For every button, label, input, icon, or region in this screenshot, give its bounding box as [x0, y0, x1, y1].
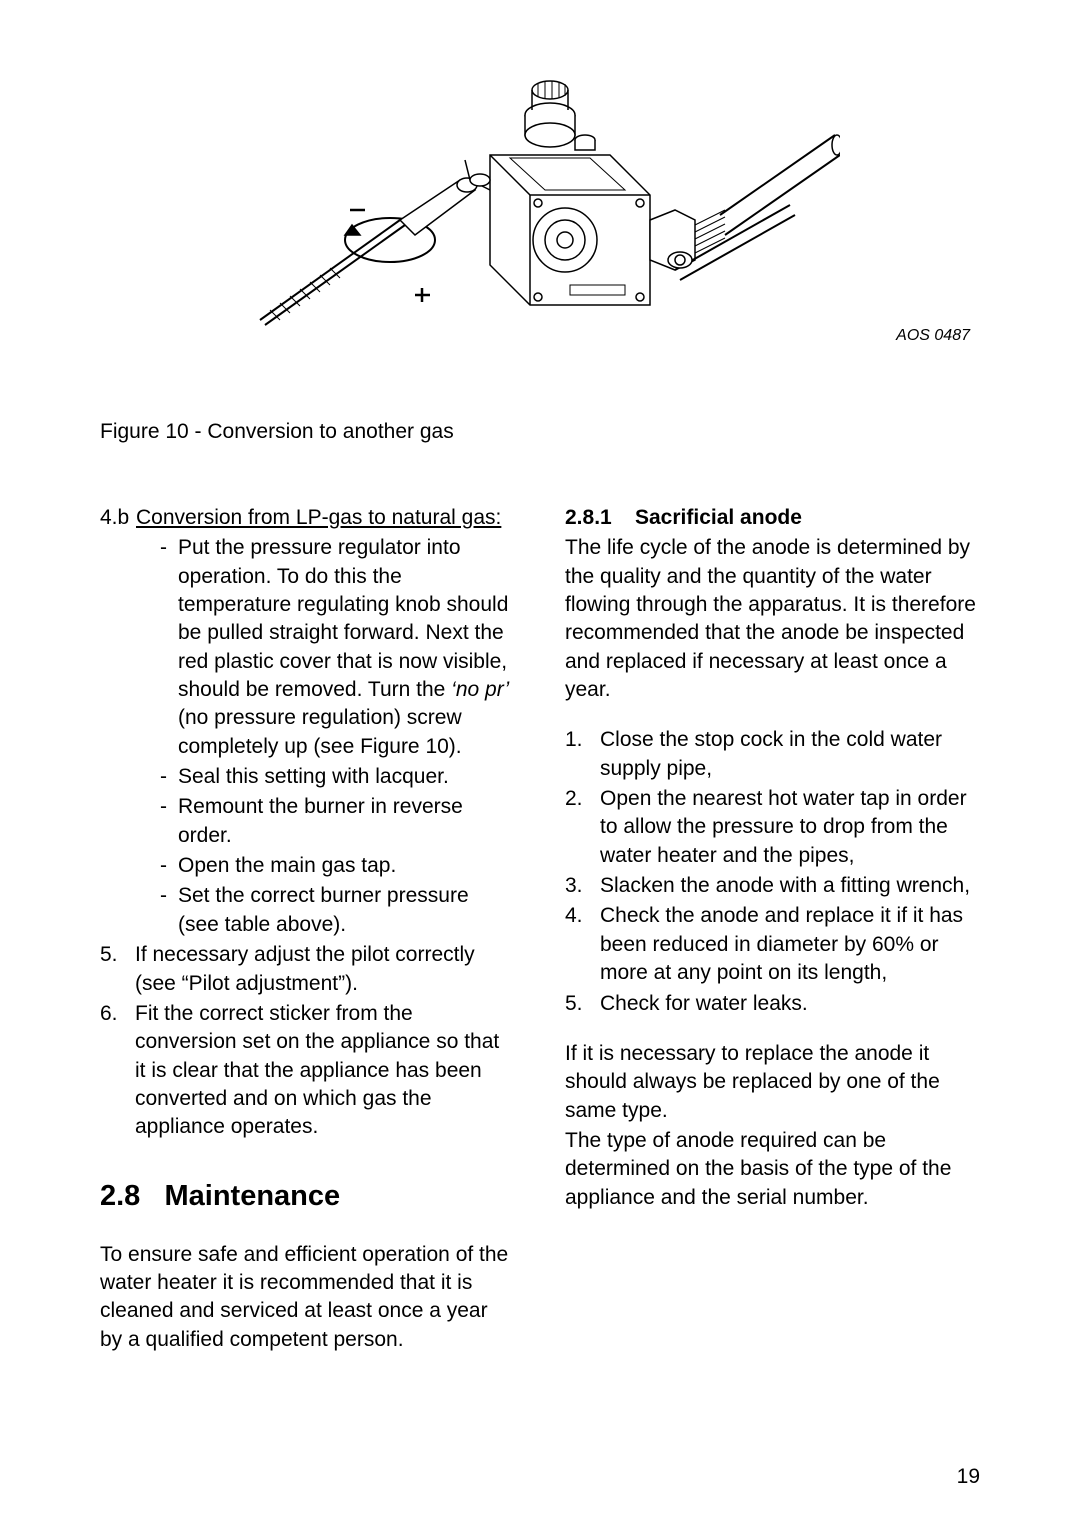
num-text: If necessary adjust the pilot correctly …	[135, 941, 515, 998]
figure-label: AOS 0487	[896, 327, 970, 345]
item-4b-title: Conversion from LP-gas to natural gas:	[136, 506, 501, 529]
subsection-num: 2.8.1	[565, 504, 635, 532]
item-4b: 4.b Conversion from LP-gas to natural ga…	[100, 504, 515, 532]
items-56: 5. If necessary adjust the pilot correct…	[100, 941, 515, 1141]
subsection-heading: 2.8.1Sacrificial anode	[565, 504, 980, 532]
step-3: 3. Slacken the anode with a fitting wren…	[565, 872, 980, 900]
conversion-diagram	[220, 60, 840, 360]
bullet-item: - Open the main gas tap.	[160, 852, 515, 880]
right-column: 2.8.1Sacrificial anode The life cycle of…	[565, 504, 980, 1356]
subsection-outro1: If it is necessary to replace the anode …	[565, 1040, 980, 1125]
bullet-text: Put the pressure regulator into operatio…	[178, 534, 515, 761]
step-num: 5.	[565, 990, 600, 1018]
bullet-item: - Put the pressure regulator into operat…	[160, 534, 515, 761]
num-item-6: 6. Fit the correct sticker from the conv…	[100, 1000, 515, 1142]
section-title: Maintenance	[165, 1180, 341, 1212]
bullet-text: Remount the burner in reverse order.	[178, 793, 515, 850]
step-text: Slacken the anode with a fitting wrench,	[600, 872, 970, 900]
bullet-item: - Set the correct burner pressure (see t…	[160, 882, 515, 939]
num-text: Fit the correct sticker from the convers…	[135, 1000, 515, 1142]
bullet-text: Open the main gas tap.	[178, 852, 396, 880]
page-number: 19	[957, 1465, 980, 1489]
bullet-prefix: -	[160, 763, 170, 791]
step-text: Open the nearest hot water tap in order …	[600, 785, 980, 870]
step-text: Check the anode and replace it if it has…	[600, 902, 980, 987]
step-2: 2. Open the nearest hot water tap in ord…	[565, 785, 980, 870]
subsection-intro: The life cycle of the anode is determine…	[565, 534, 980, 704]
step-num: 2.	[565, 785, 600, 870]
item-4b-bullets: - Put the pressure regulator into operat…	[100, 534, 515, 939]
figure-area: AOS 0487	[100, 60, 980, 370]
item-4b-num: 4.b	[100, 504, 136, 532]
num-bullet: 5.	[100, 941, 135, 998]
num-item-5: 5. If necessary adjust the pilot correct…	[100, 941, 515, 998]
step-num: 1.	[565, 726, 600, 783]
step-4: 4. Check the anode and replace it if it …	[565, 902, 980, 987]
bullet-text: Set the correct burner pressure (see tab…	[178, 882, 515, 939]
subsection-outro2: The type of anode required can be determ…	[565, 1127, 980, 1212]
two-column-layout: 4.b Conversion from LP-gas to natural ga…	[100, 504, 980, 1356]
figure-caption: Figure 10 - Conversion to another gas	[100, 420, 980, 444]
step-num: 4.	[565, 902, 600, 987]
bullet-item: - Remount the burner in reverse order.	[160, 793, 515, 850]
step-text: Check for water leaks.	[600, 990, 808, 1018]
bullet-prefix: -	[160, 882, 170, 939]
step-num: 3.	[565, 872, 600, 900]
step-1: 1. Close the stop cock in the cold water…	[565, 726, 980, 783]
section-heading: 2.8 Maintenance	[100, 1177, 515, 1216]
bullet-prefix: -	[160, 793, 170, 850]
step-5: 5. Check for water leaks.	[565, 990, 980, 1018]
num-bullet: 6.	[100, 1000, 135, 1142]
bullet-text: Seal this setting with lacquer.	[178, 763, 449, 791]
step-text: Close the stop cock in the cold water su…	[600, 726, 980, 783]
section-intro: To ensure safe and efficient operation o…	[100, 1241, 515, 1354]
section-num: 2.8	[100, 1180, 140, 1212]
anode-steps: 1. Close the stop cock in the cold water…	[565, 726, 980, 1017]
bullet-prefix: -	[160, 852, 170, 880]
subsection-title: Sacrificial anode	[635, 506, 802, 529]
left-column: 4.b Conversion from LP-gas to natural ga…	[100, 504, 515, 1356]
bullet-item: - Seal this setting with lacquer.	[160, 763, 515, 791]
bullet-prefix: -	[160, 534, 170, 761]
